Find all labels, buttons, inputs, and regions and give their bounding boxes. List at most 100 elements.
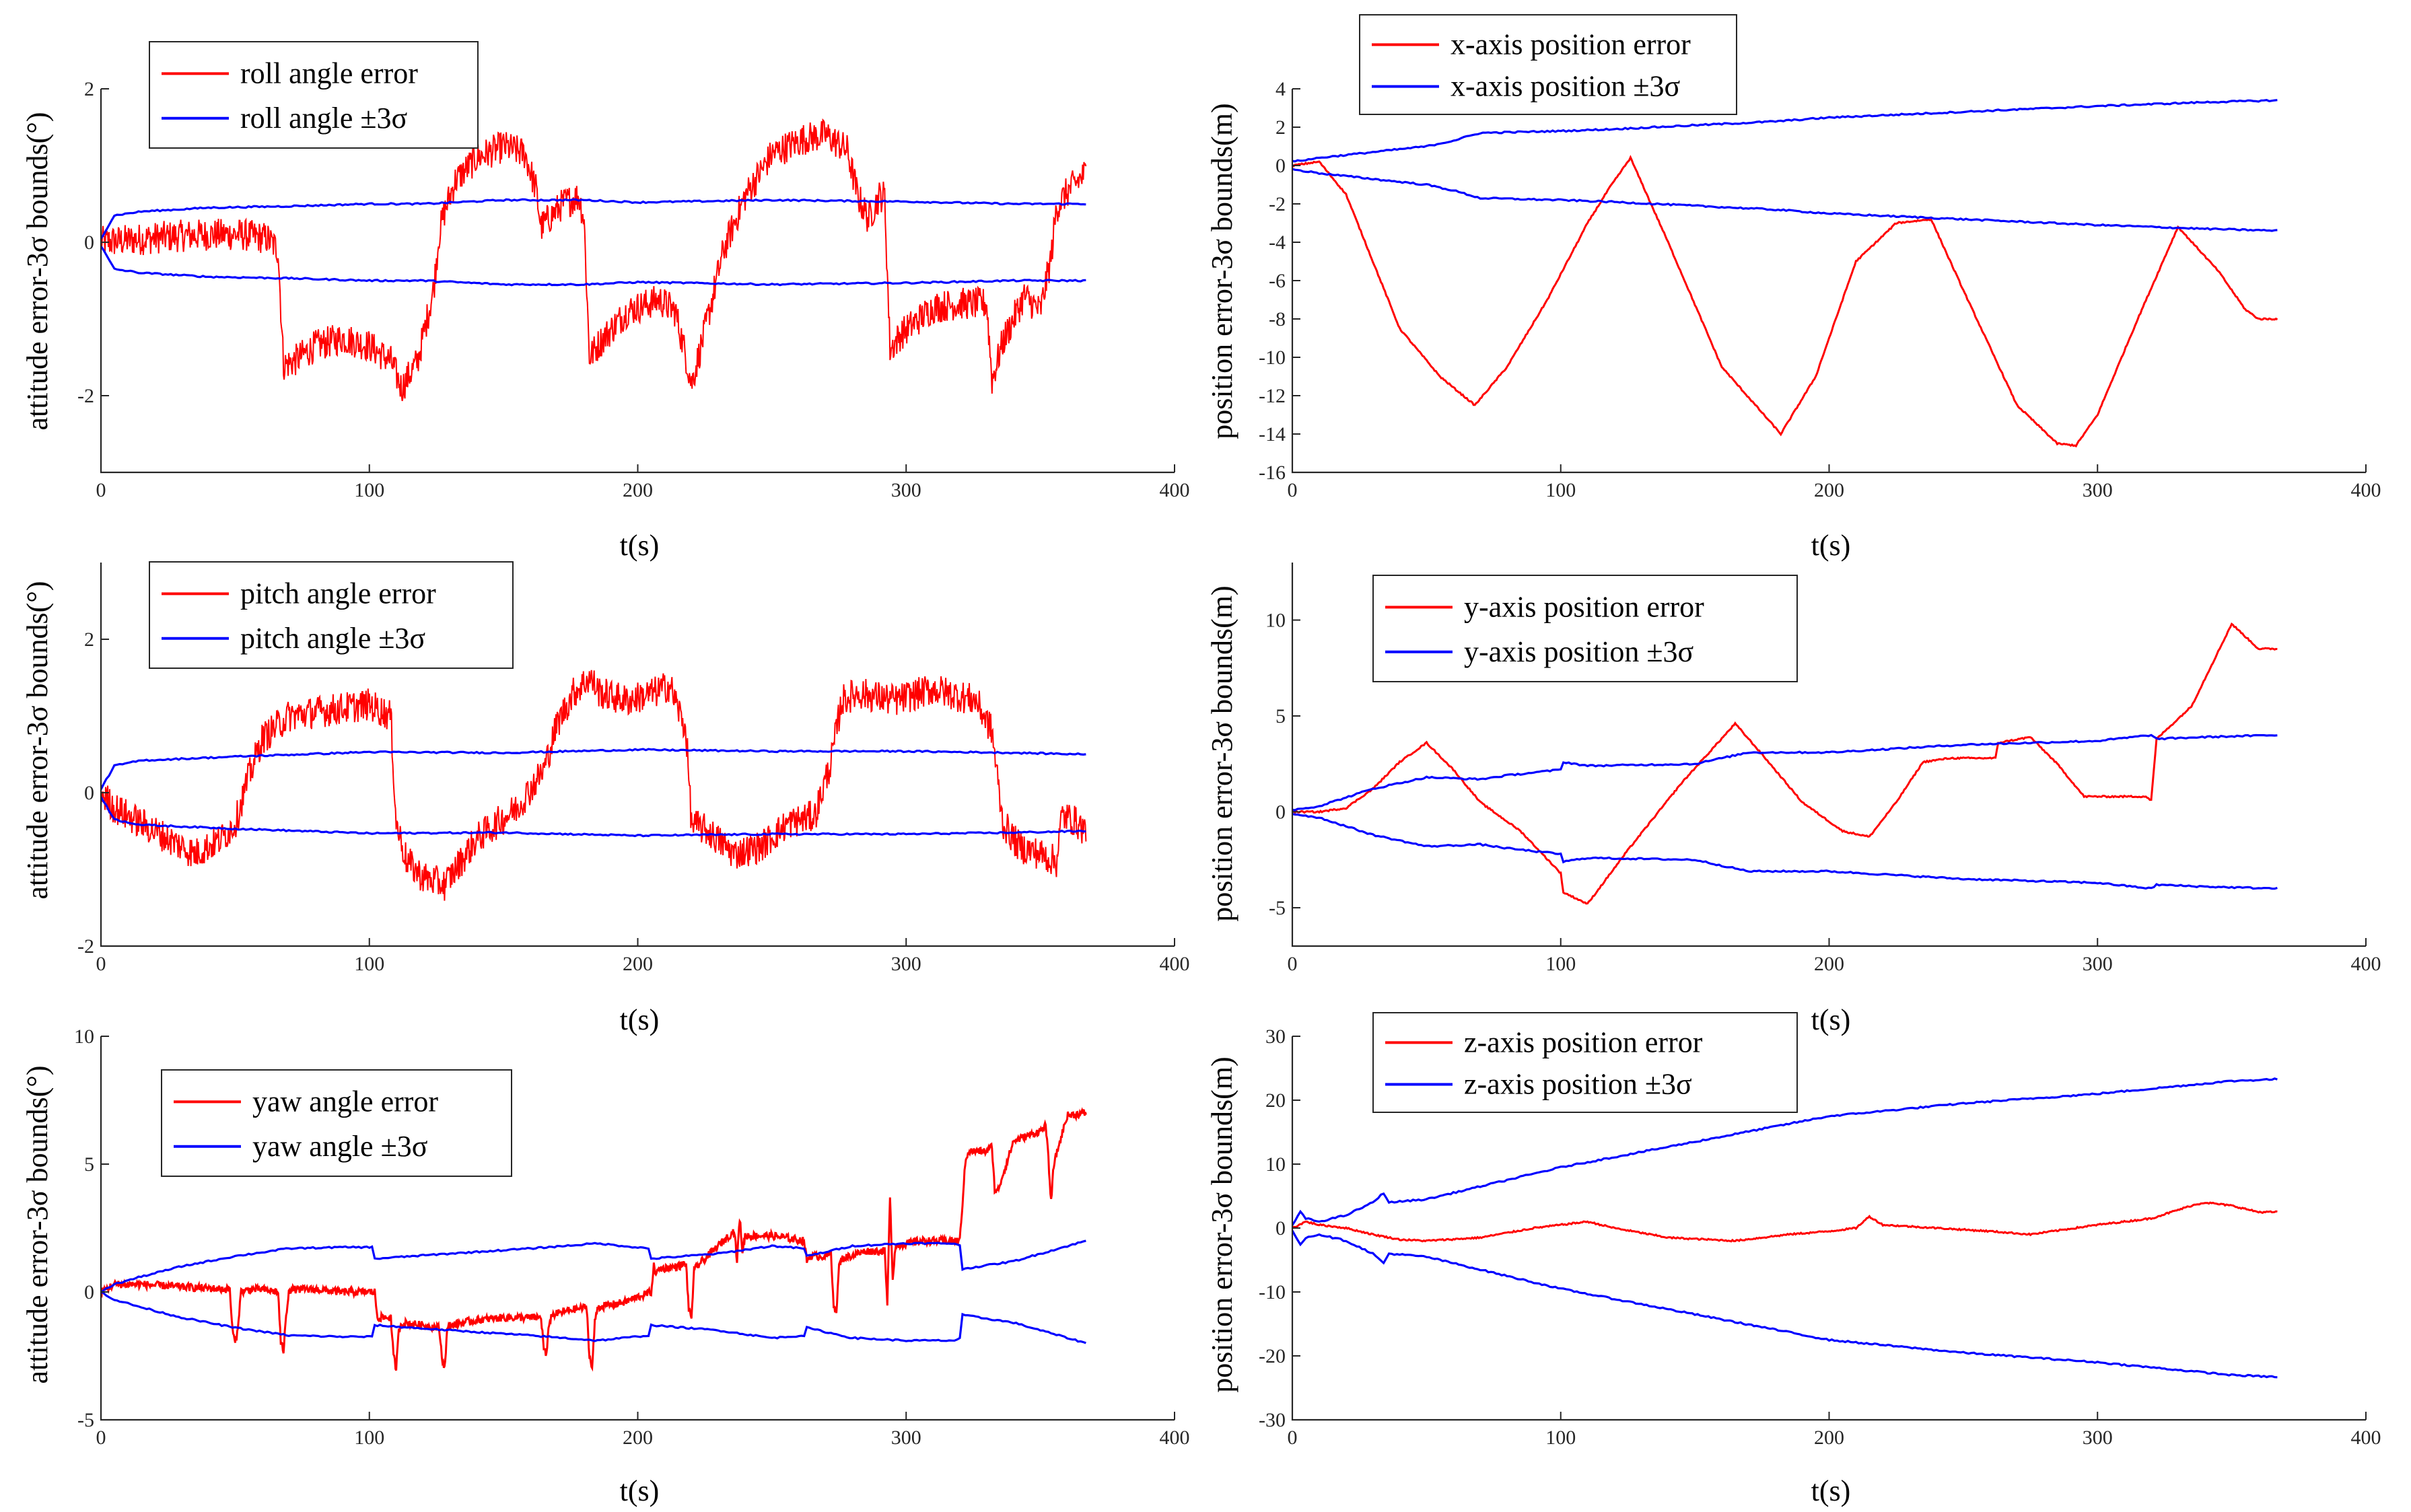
panel-x_pos-legend-label: x-axis position ±3σ [1451,70,1680,103]
panel-pitch-legend [149,561,514,669]
panel-roll-xtick-label: 200 [623,479,653,501]
panel-y-position-ylabel: position error-3σ bounds(m) [1206,585,1238,921]
panel-x_pos-ytick-label: 4 [1276,78,1286,100]
panel-yaw-series-upper-bound [101,1239,1086,1293]
panel-y_pos-series-upper-bound [1292,733,2278,812]
panel-yaw-ytick-label: -5 [77,1409,94,1431]
panel-roll-ylabel: attitude error-3σ bounds(°) [21,112,54,431]
pitch-error-panel: t(s) attitude error-3σ bounds(°) 0 100 200… [21,561,1190,1036]
panel-y_pos-xtick-label: 300 [2083,953,2113,975]
panel-z_pos-legend-label: z-axis position error [1464,1025,1703,1058]
panel-yaw-xtick-label: 400 [1160,1427,1190,1449]
panel-z_pos-ytick-label: -10 [1259,1281,1286,1303]
panel-x_pos-legend-label: x-axis position error [1451,28,1691,61]
panel-x_pos-ytick-label: 2 [1276,116,1286,139]
panel-pitch-legend-label: pitch angle error [240,577,436,610]
panel-y_pos-ytick-label: -5 [1269,897,1286,919]
panel-z_pos-xtick-label: 0 [1288,1427,1298,1449]
panel-z_pos-series-lower-bound [1292,1229,2278,1379]
panel-x_pos-ytick-label: -6 [1269,270,1286,292]
panel-z-position-ylabel: position error-3σ bounds(m) [1206,1056,1238,1392]
panel-x_pos-xtick-label: 400 [2351,479,2381,501]
panel-y_pos-series-lower-bound [1292,812,2278,890]
panel-z_pos-ytick-label: 10 [1265,1153,1286,1176]
panel-pitch-legend-label: pitch angle ±3σ [240,622,425,655]
panel-y_pos-legend [1372,575,1798,682]
panel-roll-legend-label: roll angle ±3σ [240,102,408,135]
panel-x_pos-ytick-label: -4 [1269,231,1286,254]
panel-pitch-ytick-label: 0 [84,782,94,804]
panel-z_pos-ytick-label: -30 [1259,1409,1286,1431]
panel-yaw-legend-label: yaw angle ±3σ [252,1130,428,1163]
panel-roll-xlabel: t(s) [620,529,660,562]
panel-x_pos-legend [1359,14,1737,115]
panel-z_pos-ytick-label: -20 [1259,1345,1286,1367]
panel-pitch-xlabel: t(s) [620,1003,660,1036]
panel-z_pos-xtick-label: 100 [1545,1427,1576,1449]
panel-x_pos-ytick-label: -14 [1259,423,1286,445]
panel-y_pos-xtick-label: 100 [1545,953,1576,975]
panel-x_pos-ytick-label: 0 [1276,155,1286,177]
panel-y_pos-legend-label: y-axis position ±3σ [1464,635,1693,668]
panel-z_pos-legend-label: z-axis position ±3σ [1464,1068,1692,1101]
panel-x_pos-ytick-label: -10 [1259,347,1286,369]
panel-y_pos-ytick-label: 10 [1265,610,1286,632]
panel-y_pos-series-error [1292,622,2278,905]
panel-x_pos-xtick-label: 300 [2083,479,2113,501]
panel-pitch-xtick-label: 0 [96,953,106,975]
panel-roll-legend [149,41,479,149]
panel-roll-xtick-label: 300 [891,479,921,501]
panel-x_pos-ytick-label: -2 [1269,193,1286,215]
panel-yaw-ytick-label: 5 [84,1153,94,1176]
panel-x_pos-xtick-label: 0 [1288,479,1298,501]
panel-x_pos-ytick-label: -8 [1269,308,1286,330]
panel-yaw-legend-label: yaw angle error [252,1085,438,1118]
panel-pitch-ylabel: attitude error-3σ bounds(°) [21,581,54,900]
panel-x_pos-series-upper-bound [1292,99,2278,163]
panel-roll-xtick-label: 0 [96,479,106,501]
panel-pitch-series-lower-bound [101,796,1086,838]
panel-pitch-xtick-label: 100 [354,953,384,975]
panel-roll-ytick-label: 0 [84,231,94,254]
panel-z-position-xlabel: t(s) [1811,1474,1851,1507]
panel-y_pos-xtick-label: 0 [1288,953,1298,975]
panel-z_pos-legend [1372,1012,1798,1113]
panel-y_pos-xtick-label: 400 [2351,953,2381,975]
x-position-error-panel: t(s) position error-3σ bounds(m) 0 100 200… [1206,14,2381,562]
panel-yaw-series-lower-bound [101,1291,1086,1344]
panel-z_pos-series-error [1292,1201,2278,1243]
panel-z_pos-ytick-label: 0 [1276,1217,1286,1239]
panel-x_pos-xtick-label: 100 [1545,479,1576,501]
panel-yaw-xtick-label: 100 [354,1427,384,1449]
panel-roll-series-error [101,118,1087,402]
panel-yaw-ytick-label: 10 [74,1025,94,1048]
panel-yaw-xlabel: t(s) [620,1474,660,1507]
panel-yaw-ytick-label: 0 [84,1281,94,1303]
panel-y_pos-ytick-label: 0 [1276,801,1286,824]
panel-pitch-series-error [101,670,1087,901]
panel-pitch-xtick-label: 200 [623,953,653,975]
panel-x_pos-xtick-label: 200 [1814,479,1844,501]
panel-x-position-xlabel: t(s) [1811,529,1851,562]
panel-yaw-ylabel: attitude error-3σ bounds(°) [21,1066,54,1384]
panel-z_pos-ytick-label: 30 [1265,1025,1286,1048]
panel-roll-ytick-label: 2 [84,78,94,100]
panel-z_pos-xtick-label: 400 [2351,1427,2381,1449]
panel-y-position-xlabel: t(s) [1811,1003,1851,1036]
panel-x_pos-ytick-label: -16 [1259,462,1286,484]
panel-z_pos-xtick-label: 300 [2083,1427,2113,1449]
panel-x-position-ylabel: position error-3σ bounds(m) [1206,103,1238,439]
panel-pitch-xtick-label: 300 [891,953,921,975]
panel-pitch-xtick-label: 400 [1160,953,1190,975]
panel-yaw-series-error [101,1107,1087,1372]
panel-y_pos-xtick-label: 200 [1814,953,1844,975]
panel-y_pos-legend-label: y-axis position error [1464,590,1704,623]
panel-z_pos-xtick-label: 200 [1814,1427,1844,1449]
panel-x_pos-series-error [1292,155,2278,448]
panel-pitch-ytick-label: 2 [84,628,94,651]
y-position-error-panel: t(s) position error-3σ bounds(m) 0 100 200… [1206,563,2381,1036]
z-position-error-panel: t(s) position error-3σ bounds(m) 0 100 200… [1206,1012,2381,1507]
yaw-error-panel: t(s) attitude error-3σ bounds(°) 0 100 200… [21,1025,1190,1507]
panel-yaw-xtick-label: 300 [891,1427,921,1449]
